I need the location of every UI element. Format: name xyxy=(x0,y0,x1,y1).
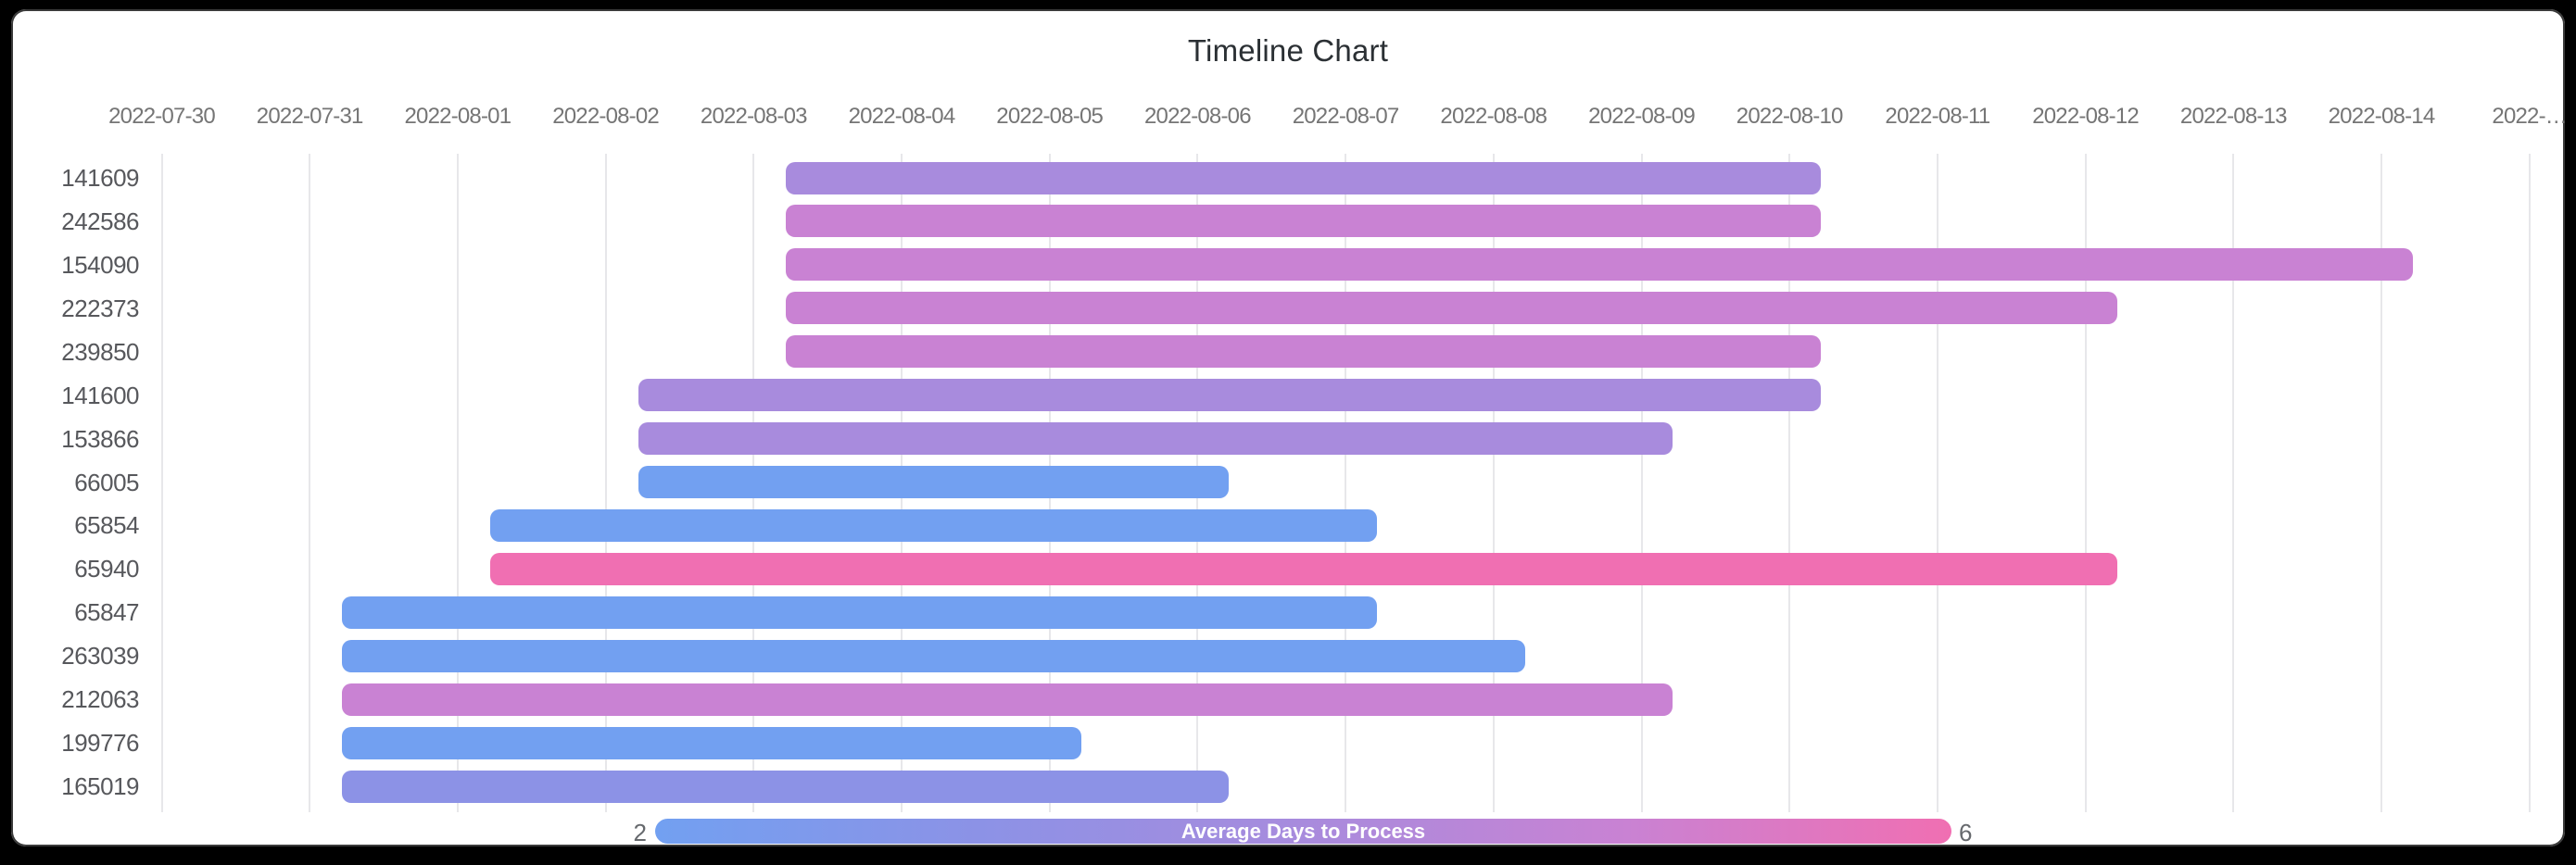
row-label: 239850 xyxy=(61,337,139,366)
axis-tick-label: 2022-08-09 xyxy=(1588,104,1696,129)
axis-tick-label: 2022-08-04 xyxy=(848,104,956,129)
row-label: 242586 xyxy=(61,207,139,235)
row-label: 141609 xyxy=(61,164,139,192)
row-label: 66005 xyxy=(74,468,139,496)
axis-tick-label: 2022-07-30 xyxy=(108,104,216,129)
axis-tick-label: 2022-08-13 xyxy=(2179,104,2288,129)
day-gridline xyxy=(1936,154,1938,812)
row-label: 65940 xyxy=(74,555,139,583)
legend-max-value: 6 xyxy=(1959,819,1973,846)
timeline-bar-141600[interactable] xyxy=(638,379,1822,412)
timeline-bar-242586[interactable] xyxy=(786,205,1822,238)
day-gridline xyxy=(1345,154,1347,812)
axis-tick-label: 2022-07-31 xyxy=(256,104,364,129)
chart-title: Timeline Chart xyxy=(1187,33,1389,68)
day-gridline xyxy=(1788,154,1791,812)
day-gridline xyxy=(2380,154,2382,812)
axis-tick-label: 2022-08-01 xyxy=(404,104,512,129)
axis-tick-label: 2022-08-08 xyxy=(1440,104,1547,129)
timeline-bar-66005[interactable] xyxy=(638,466,1230,498)
axis-tick-label: 2022-08-06 xyxy=(1144,104,1252,129)
axis-tick-label: 2022-08-12 xyxy=(2032,104,2140,129)
axis-tick-label: 2022-08-14 xyxy=(2328,104,2436,129)
day-gridline xyxy=(309,154,311,812)
row-label: 65847 xyxy=(74,598,139,627)
timeline-bar-263039[interactable] xyxy=(342,639,1525,672)
axis-tick-label: 2022-08-07 xyxy=(1292,104,1400,129)
row-label: 154090 xyxy=(61,250,139,279)
timeline-bar-165019[interactable] xyxy=(342,770,1230,803)
timeline-bar-199776[interactable] xyxy=(342,726,1081,759)
axis-tick-label: 2022-08-02 xyxy=(552,104,660,129)
axis-tick-label: 2022-08-10 xyxy=(1736,104,1844,129)
timeline-bar-222373[interactable] xyxy=(786,292,2117,325)
row-label: 222373 xyxy=(61,294,139,322)
row-label: 212063 xyxy=(61,685,139,714)
timeline-bar-239850[interactable] xyxy=(786,335,1822,369)
timeline-bar-65854[interactable] xyxy=(489,508,1378,542)
day-gridline xyxy=(1492,154,1495,812)
axis-tick-label: 2022-08-05 xyxy=(996,104,1104,129)
day-gridline xyxy=(160,154,163,812)
row-label: 165019 xyxy=(61,772,139,801)
row-label: 199776 xyxy=(61,729,139,758)
timeline-bar-153866[interactable] xyxy=(638,422,1673,456)
axis-tick-label: 2022-08-03 xyxy=(700,104,808,129)
timeline-bar-141609[interactable] xyxy=(786,161,1822,194)
day-gridline xyxy=(2084,154,2087,812)
day-gridline xyxy=(2528,154,2531,812)
axis-tick-label: 2022-… xyxy=(2492,104,2567,129)
timeline-bar-212063[interactable] xyxy=(342,683,1673,716)
axis-tick-label: 2022-08-11 xyxy=(1885,104,1990,129)
day-gridline xyxy=(456,154,459,812)
day-gridline xyxy=(2232,154,2235,812)
row-label: 141600 xyxy=(61,381,139,409)
timeline-bar-65940[interactable] xyxy=(489,552,2117,585)
legend-gradient-bar: Average Days to Process xyxy=(655,819,1951,844)
row-label: 65854 xyxy=(74,511,139,540)
legend-min-value: 2 xyxy=(633,819,647,846)
timeline-bar-65847[interactable] xyxy=(342,595,1378,629)
row-label: 263039 xyxy=(61,642,139,671)
day-gridline xyxy=(604,154,607,812)
row-label: 153866 xyxy=(61,424,139,453)
timeline-bar-154090[interactable] xyxy=(786,248,2413,282)
day-gridline xyxy=(1640,154,1643,812)
